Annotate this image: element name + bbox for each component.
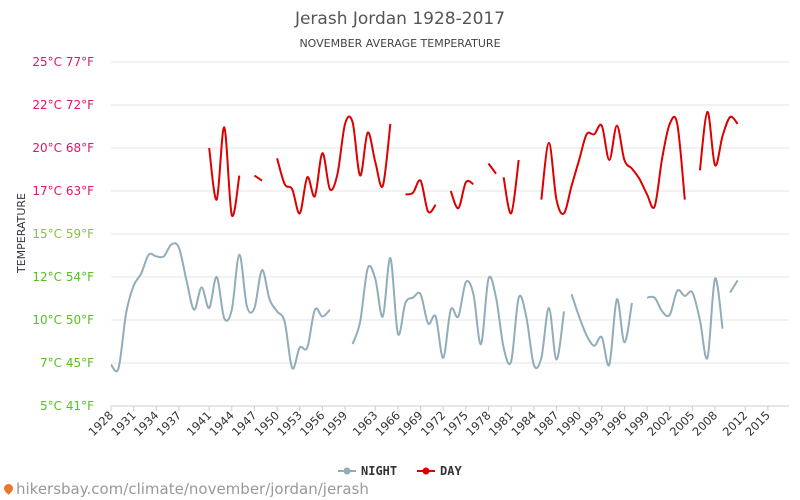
x-tick-label: 2012 <box>720 408 751 439</box>
series-line-night <box>110 242 331 373</box>
y-tick-label: 10°C 50°F <box>32 313 94 327</box>
legend[interactable]: NIGHT DAY <box>338 464 462 478</box>
x-tick-label: 1975 <box>440 408 471 439</box>
legend-swatch-marker <box>343 467 351 475</box>
x-tick-label: 1944 <box>206 408 237 439</box>
x-tick-label: 1969 <box>395 408 426 439</box>
y-tick-label: 20°C 68°F <box>32 141 94 155</box>
y-tick-label: 12°C 54°F <box>32 270 94 284</box>
series-line-day <box>276 115 392 215</box>
x-tick-label: 1981 <box>486 408 517 439</box>
x-tick-label: 1959 <box>320 408 351 439</box>
legend-label: NIGHT <box>361 464 397 478</box>
x-tick-label: 1972 <box>418 408 449 439</box>
map-pin-icon <box>2 482 15 495</box>
y-tick-label: 7°C 45°F <box>40 356 94 370</box>
y-tick-label: 17°C 63°F <box>32 184 94 198</box>
x-tick-label: 1934 <box>131 408 162 439</box>
legend-swatch-marker <box>422 467 430 475</box>
series-line-day <box>208 126 241 217</box>
x-tick-label: 1950 <box>252 408 283 439</box>
x-tick-label: 2008 <box>690 408 721 439</box>
series-line-day <box>502 159 520 215</box>
y-tick-label: 25°C 77°F <box>32 55 94 69</box>
x-tick-label: 1941 <box>184 408 215 439</box>
y-tick-label: 22°C 72°F <box>32 98 94 112</box>
source-text: hikersbay.com/climate/november/jordan/je… <box>16 480 369 498</box>
series-line-day <box>253 174 263 182</box>
series-line-day <box>698 110 739 171</box>
y-tick-label: 5°C 41°F <box>40 399 94 413</box>
series-line-night <box>729 279 739 294</box>
series-lines <box>110 110 739 373</box>
y-axis-label: TEMPERATURE <box>15 193 28 274</box>
legend-item-day[interactable]: DAY <box>417 464 462 478</box>
x-tick-label: 1978 <box>463 408 494 439</box>
x-tick-label: 1984 <box>508 408 539 439</box>
x-tick-label: 1953 <box>274 408 305 439</box>
x-tick-label: 2015 <box>742 408 773 439</box>
series-line-night <box>570 293 633 367</box>
y-ticks: 5°C 41°F 7°C 45°F 10°C 50°F 12°C 54°F 15°C 5… <box>32 55 94 413</box>
source-link[interactable]: hikersbay.com/climate/november/jordan/je… <box>2 480 369 498</box>
series-line-day <box>405 179 437 214</box>
x-tick-label: 2005 <box>667 408 698 439</box>
series-line-night <box>646 277 724 360</box>
x-tick-label: 1993 <box>576 408 607 439</box>
legend-item-night[interactable]: NIGHT <box>338 464 397 478</box>
series-line-day <box>449 179 474 210</box>
x-tick-label: 1990 <box>554 408 585 439</box>
x-tick-label: 1987 <box>531 408 562 439</box>
x-tick-label: 1963 <box>350 408 381 439</box>
x-tick-label: 1947 <box>229 408 260 439</box>
x-tick-label: 1999 <box>622 408 653 439</box>
x-tick-label: 1956 <box>297 408 328 439</box>
series-line-day <box>487 162 497 175</box>
series-line-night <box>351 257 565 370</box>
chart-subtitle: NOVEMBER AVERAGE TEMPERATURE <box>299 37 500 50</box>
x-tick-label: 1931 <box>108 408 139 439</box>
x-tick-label: 1937 <box>153 408 184 439</box>
grid <box>111 61 789 407</box>
y-tick-label: 15°C 59°F <box>32 227 94 241</box>
series-line-day <box>540 115 686 215</box>
x-tick-label: 2002 <box>644 408 675 439</box>
legend-label: DAY <box>440 464 462 478</box>
x-tick-label: 1996 <box>599 408 630 439</box>
chart-title: Jerash Jordan 1928-2017 <box>294 9 505 29</box>
x-tick-label: 1966 <box>372 408 403 439</box>
